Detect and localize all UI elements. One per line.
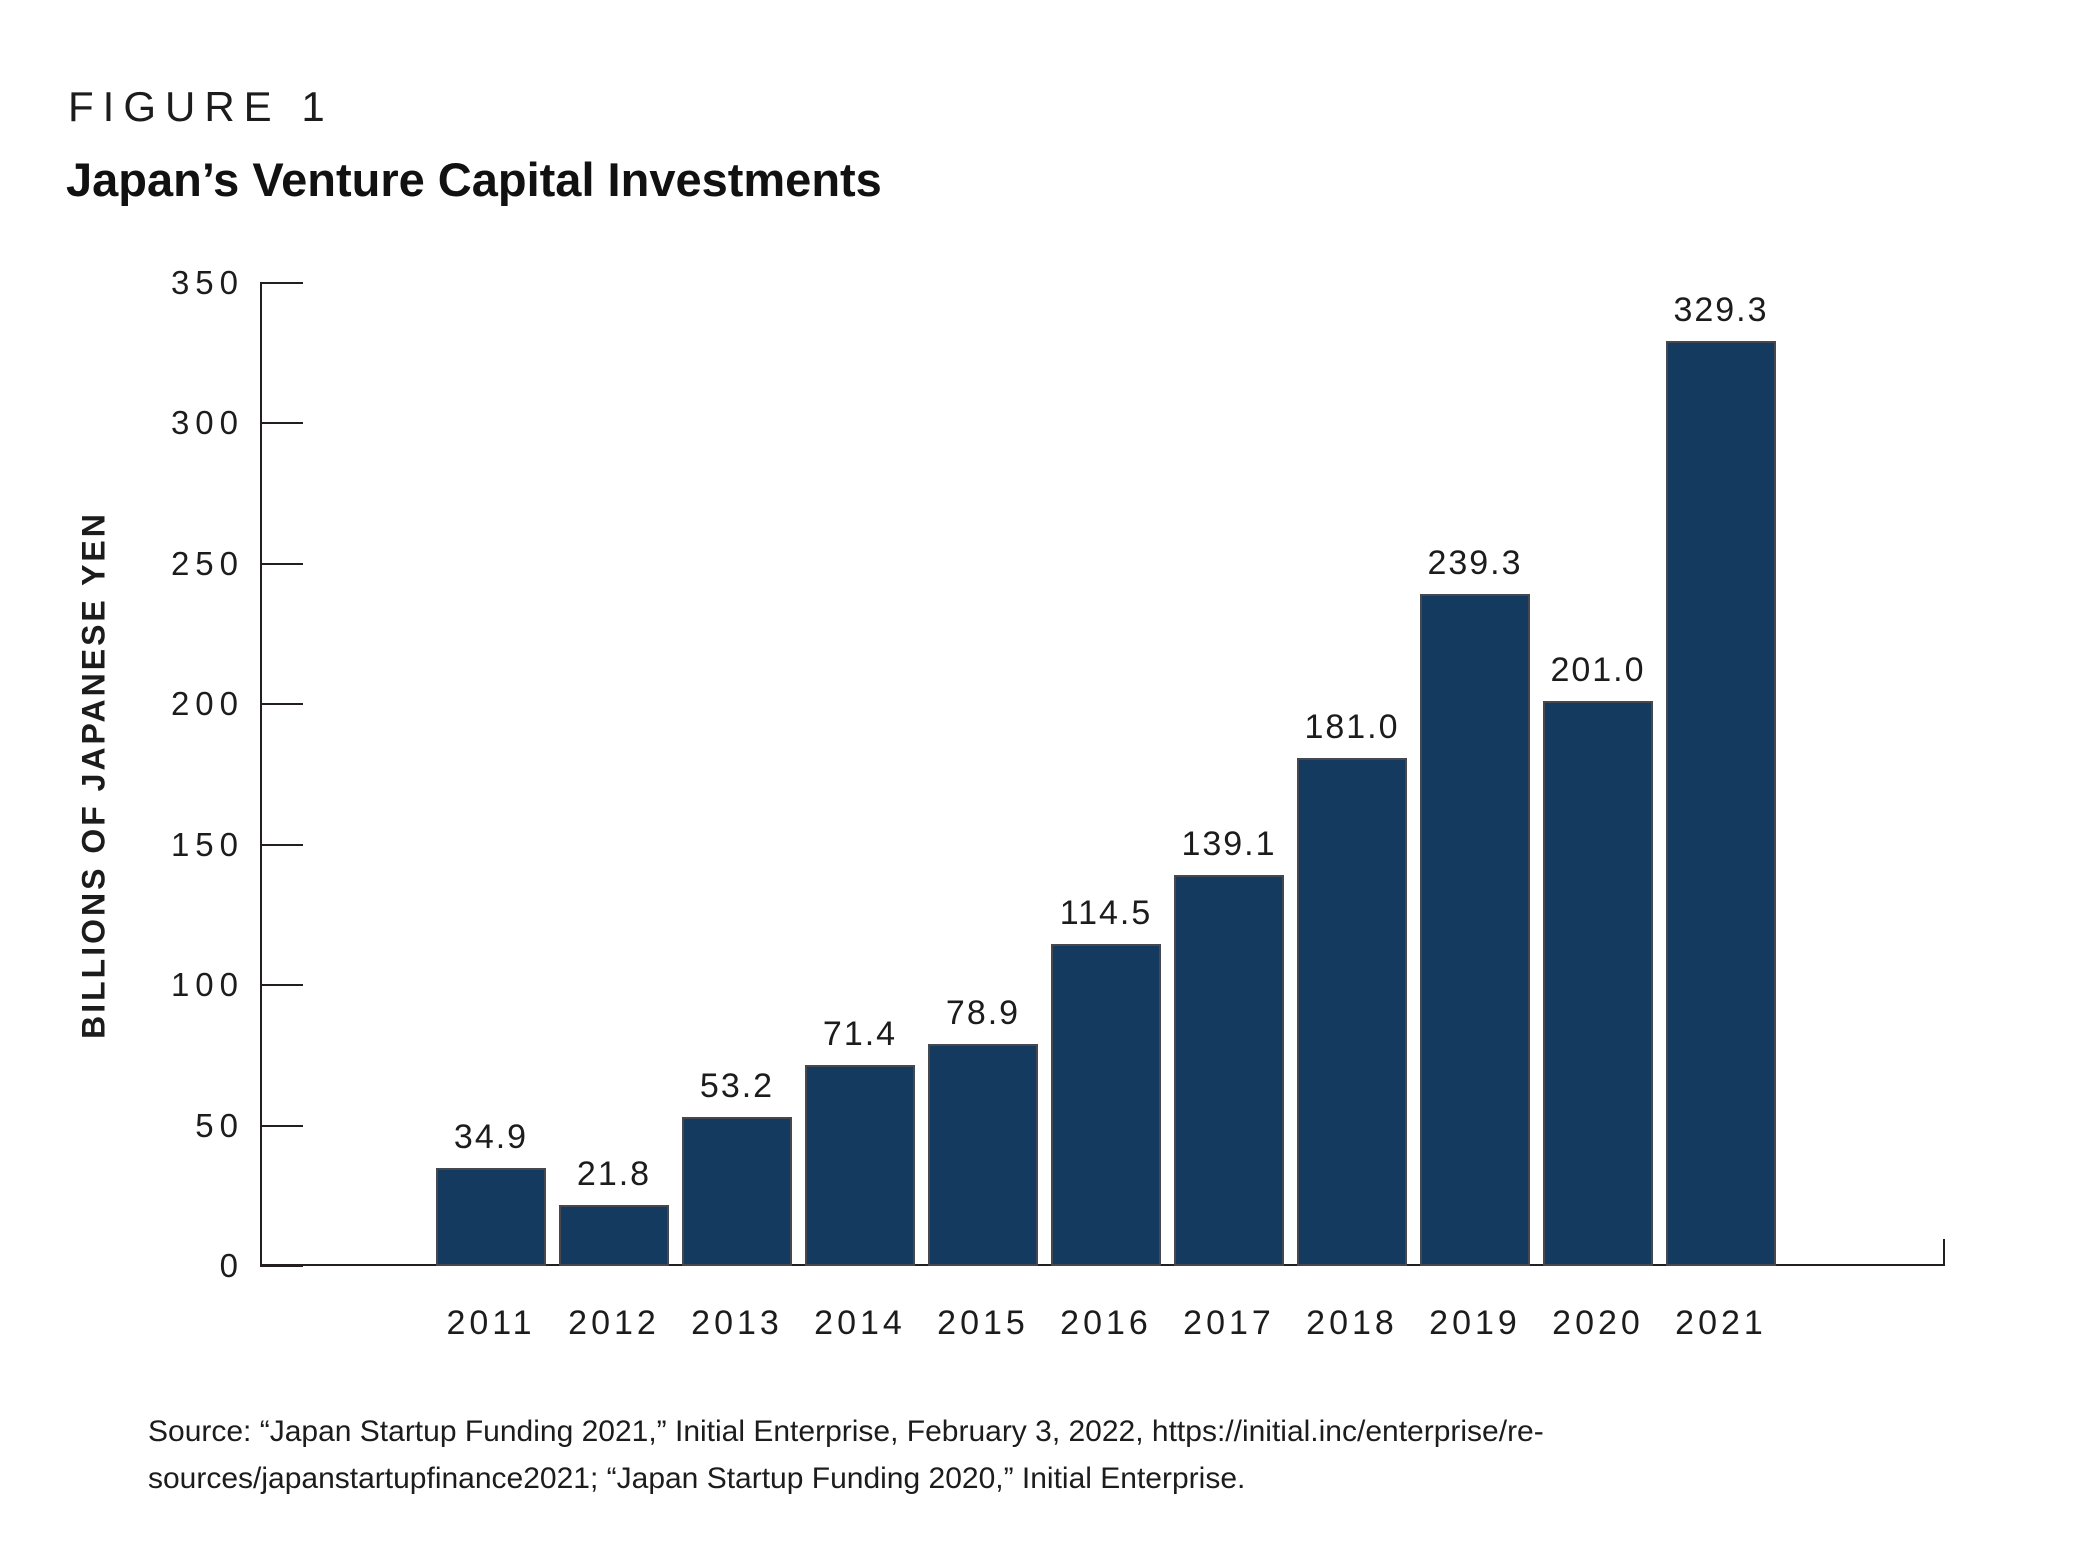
- bar-2015: [928, 1044, 1038, 1266]
- bar-value-label-2013: 53.2: [699, 1066, 775, 1105]
- source-note: Source: “Japan Startup Funding 2021,” In…: [148, 1408, 1544, 1502]
- bar-value-label-2014: 71.4: [822, 1015, 898, 1054]
- bar-value-label-2018: 181.0: [1304, 707, 1400, 746]
- y-tick-line: [260, 843, 303, 846]
- y-tick-line: [260, 562, 303, 565]
- y-tick-line: [260, 1265, 303, 1267]
- bar-value-label-2019: 239.3: [1427, 543, 1523, 582]
- chart-title: Japan’s Venture Capital Investments: [66, 153, 882, 206]
- y-tick-label: 350: [170, 264, 244, 301]
- bar-value-label-2015: 78.9: [945, 994, 1021, 1033]
- bar-2019: [1420, 593, 1530, 1266]
- x-tick-label-2016: 2016: [1060, 1304, 1152, 1342]
- bar-2017: [1174, 875, 1284, 1266]
- bar-value-label-2016: 114.5: [1059, 894, 1153, 933]
- bar-2014: [805, 1065, 915, 1266]
- bar-2020: [1543, 701, 1653, 1266]
- bar-value-label-2017: 139.1: [1181, 825, 1277, 864]
- y-tick-line: [260, 282, 303, 284]
- y-tick-label: 100: [170, 966, 244, 1004]
- y-tick-label: 150: [170, 825, 244, 863]
- bar-2021: [1666, 341, 1776, 1266]
- source-line-1: Source: “Japan Startup Funding 2021,” In…: [148, 1415, 1544, 1448]
- source-line-2: sources/japanstartupfinance2021; “Japan …: [148, 1462, 1246, 1495]
- y-tick-label: 300: [170, 404, 244, 442]
- x-tick-label-2021: 2021: [1675, 1304, 1767, 1342]
- x-tick-label-2014: 2014: [814, 1304, 906, 1342]
- y-tick-label: 50: [195, 1106, 244, 1144]
- bar-2016: [1051, 944, 1161, 1266]
- bar-2013: [682, 1116, 792, 1266]
- bar-value-label-2012: 21.8: [576, 1154, 652, 1193]
- y-tick-label: 0: [219, 1247, 244, 1284]
- x-tick-label-2015: 2015: [937, 1304, 1029, 1342]
- bar-2011: [436, 1167, 546, 1266]
- bar-value-label-2020: 201.0: [1550, 651, 1646, 690]
- y-tick-line: [260, 984, 303, 987]
- y-tick-label: 250: [170, 544, 244, 582]
- y-tick-line: [260, 1124, 303, 1127]
- x-tick-label-2013: 2013: [691, 1304, 783, 1342]
- x-tick-label-2017: 2017: [1183, 1304, 1275, 1342]
- figure-label: FIGURE 1: [68, 83, 334, 130]
- y-tick-line: [260, 422, 303, 425]
- bar-2012: [559, 1204, 669, 1266]
- plot-area: 34.9 2011 21.8 2012 53.2 2013 71.4 2014 78.9 2015…: [260, 282, 1945, 1340]
- x-tick-label-2011: 2011: [446, 1304, 536, 1342]
- x-tick-label-2018: 2018: [1306, 1304, 1398, 1342]
- bar-2018: [1297, 757, 1407, 1266]
- x-tick-label-2020: 2020: [1552, 1304, 1644, 1342]
- y-tick-line: [260, 703, 303, 706]
- bar-value-label-2011: 34.9: [453, 1117, 529, 1156]
- x-tick-label-2019: 2019: [1429, 1304, 1521, 1342]
- x-tick-label-2012: 2012: [568, 1304, 660, 1342]
- y-axis-line: [260, 283, 262, 1266]
- y-axis-tick-labels: 0 50 100 150 200 250 300 350: [0, 266, 238, 1283]
- bar-value-label-2021: 329.3: [1673, 291, 1769, 330]
- y-tick-label: 200: [170, 685, 244, 723]
- x-axis-end-tick: [1943, 1239, 1945, 1266]
